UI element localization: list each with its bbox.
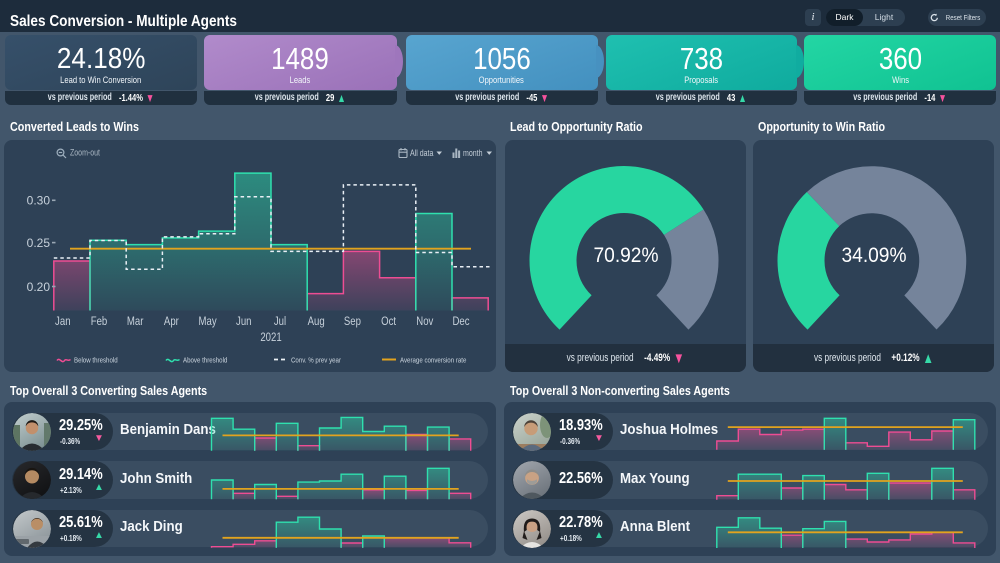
svg-text:month: month (463, 148, 483, 158)
svg-text:0.30: 0.30 (27, 194, 51, 208)
svg-text:Average conversion rate: Average conversion rate (400, 357, 467, 365)
svg-text:Dec: Dec (452, 315, 470, 328)
svg-text:Zoom-out: Zoom-out (70, 148, 101, 158)
svg-text:Aug: Aug (308, 315, 325, 328)
svg-text:70.92%: 70.92% (594, 243, 659, 267)
svg-text:Feb: Feb (91, 315, 108, 328)
svg-text:Apr: Apr (164, 315, 179, 328)
svg-text:Jul: Jul (274, 315, 286, 328)
svg-text:Nov: Nov (416, 315, 434, 328)
svg-text:Oct: Oct (381, 315, 396, 328)
svg-text:Jun: Jun (236, 315, 251, 328)
svg-text:Jan: Jan (55, 315, 70, 328)
svg-text:May: May (199, 315, 218, 328)
svg-text:0.20: 0.20 (27, 280, 51, 294)
svg-text:Above threshold: Above threshold (183, 357, 228, 365)
svg-text:Sep: Sep (344, 315, 361, 328)
svg-text:Mar: Mar (127, 315, 144, 328)
svg-text:2021: 2021 (260, 331, 281, 344)
svg-text:34.09%: 34.09% (842, 243, 907, 267)
svg-text:All data: All data (410, 148, 434, 158)
svg-text:Below threshold: Below threshold (74, 357, 118, 365)
svg-text:Conv. % prev year: Conv. % prev year (291, 357, 342, 365)
svg-text:0.25: 0.25 (27, 236, 51, 250)
